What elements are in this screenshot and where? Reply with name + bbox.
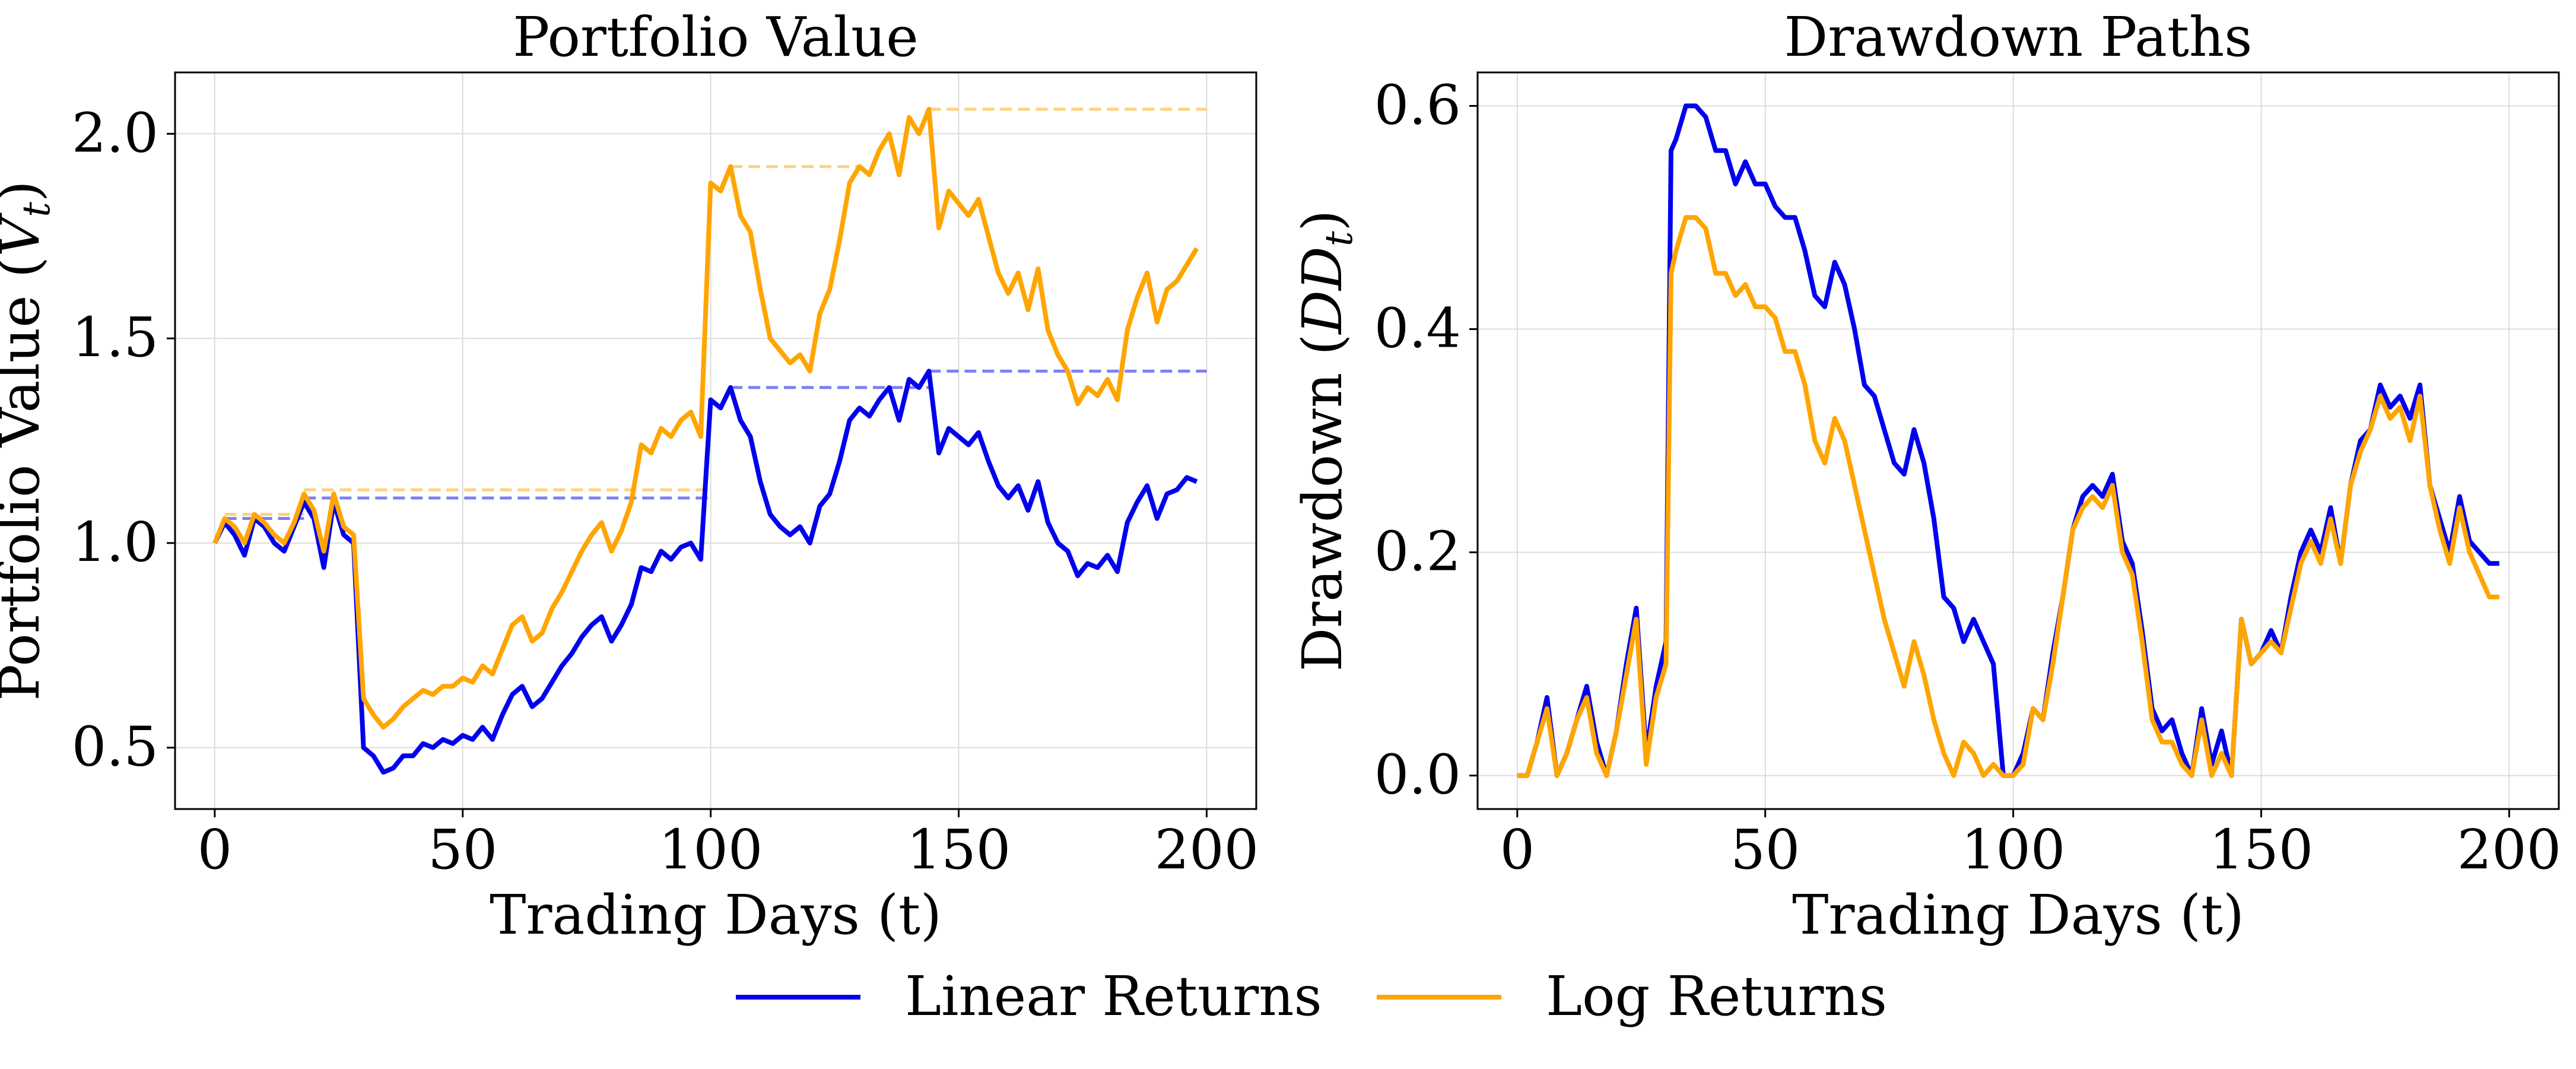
y-axis-label: Drawdown (DDt) xyxy=(1291,210,1361,672)
x-tick-label: 50 xyxy=(1730,818,1800,881)
x-tick-label: 0 xyxy=(1500,818,1535,881)
series-line-linear-returns xyxy=(212,369,1198,775)
y-tick-label: 1.0 xyxy=(72,510,158,574)
y-tick-label: 1.5 xyxy=(72,306,158,369)
x-axis-label: Trading Days (t) xyxy=(490,883,942,947)
chart-title: Drawdown Paths xyxy=(1784,5,2253,69)
x-axis-label: Trading Days (t) xyxy=(1792,883,2244,947)
drawdown-paths-chart: Drawdown Paths 0 50 100 150 200 0.0 0.2 0.4 0.6 Tr… xyxy=(1291,5,2561,947)
y-tick-label: 0.0 xyxy=(1374,743,1461,807)
x-tick-label: 100 xyxy=(1961,818,2066,881)
axes-frame xyxy=(1476,71,2560,810)
axes-frame xyxy=(174,71,1257,810)
series-line-log-returns xyxy=(212,107,1199,730)
legend-label: Log Returns xyxy=(1546,965,1887,1028)
y-tick-label: 0.6 xyxy=(1374,73,1461,137)
portfolio-value-chart: Portfolio Value 0 50 100 150 200 0.5 1.0 1.5 2.0 T… xyxy=(0,5,1259,947)
chart-title: Portfolio Value xyxy=(513,5,918,69)
y-tick-label: 0.4 xyxy=(1374,296,1461,360)
x-tick-label: 0 xyxy=(198,818,233,881)
y-axis-label: Portfolio Value (Vt) xyxy=(0,180,59,701)
series-line-log-returns xyxy=(1517,215,2499,778)
x-tick-label: 200 xyxy=(1155,818,1259,881)
x-tick-label: 50 xyxy=(428,818,497,881)
legend-label: Linear Returns xyxy=(905,965,1322,1028)
legend: Linear Returns Log Returns xyxy=(736,965,1887,1028)
y-tick-label: 2.0 xyxy=(72,101,158,164)
x-tick-label: 100 xyxy=(659,818,763,881)
x-tick-label: 150 xyxy=(2209,818,2314,881)
y-tick-label: 0.5 xyxy=(72,715,158,779)
x-tick-label: 200 xyxy=(2457,818,2562,881)
y-tick-label: 0.2 xyxy=(1374,520,1461,583)
x-tick-label: 150 xyxy=(907,818,1011,881)
